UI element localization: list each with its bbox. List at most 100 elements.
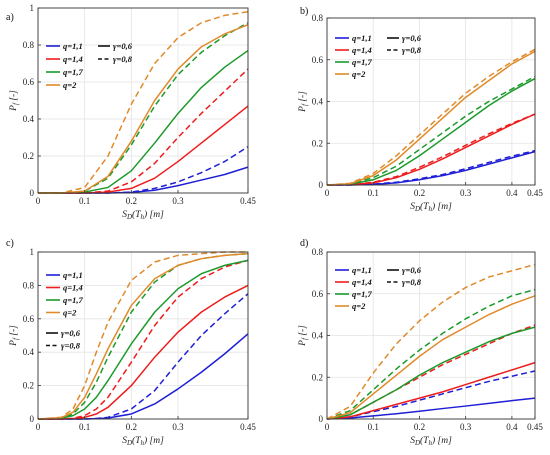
y-tick-label: 0.2 [23, 151, 34, 161]
x-tick-label: 0.4 [506, 422, 518, 432]
legend-label: q=1,4 [352, 45, 372, 55]
x-tick-label: 0 [36, 422, 41, 432]
series-line [326, 113, 536, 186]
series-line [326, 397, 536, 420]
series-line [326, 77, 536, 186]
series-line [38, 10, 249, 194]
y-tick-label: 0.4 [23, 347, 35, 357]
x-tick-label: 0.4 [506, 188, 518, 198]
panel-label: b) [300, 6, 308, 17]
series-line [38, 166, 249, 194]
chart-panel-b: b) 0 0.2 0.4 0.6 0.8 0 0.1 0.2 0.3 0.4 0.45 SD(Th) [… [298, 6, 543, 213]
legend-label: γ=0,6 [61, 328, 81, 338]
y-axis-label: Pf [-] [298, 91, 309, 113]
series-line [326, 295, 536, 420]
y-tick-label: 0 [30, 414, 35, 424]
x-tick-label: 0.3 [460, 422, 472, 432]
x-tick-label: 0.2 [126, 422, 137, 432]
legend-label: q=2 [352, 301, 366, 311]
legend-label: q=1,4 [352, 277, 372, 287]
y-tick-label: 0.8 [312, 247, 324, 257]
y-tick-label: 0.2 [23, 381, 34, 391]
x-axis-label: SD(Th) [m] [122, 435, 164, 447]
series-line [326, 370, 536, 420]
x-tick-label: 0 [325, 422, 330, 432]
legend-label: γ=0,6 [402, 33, 422, 43]
chart-panel-d: d) 0 0.2 0.4 0.6 0.8 0 0.1 0.2 0.3 0.4 0.45 SD(Th) [… [298, 238, 543, 447]
series-line [37, 252, 249, 420]
legend-label: γ=0,8 [61, 341, 81, 351]
x-tick-label: 0.2 [414, 188, 425, 198]
y-tick-label: 0.8 [23, 40, 35, 50]
legend-label: q=1,4 [63, 54, 83, 64]
y-axis-label: Pf [-] [9, 325, 20, 347]
y-tick-label: 0.6 [23, 77, 35, 87]
series-group [326, 263, 536, 420]
series-line [327, 149, 536, 186]
legend-label: q=1,1 [352, 33, 372, 43]
series-line [326, 361, 536, 420]
legend-label: q=2 [63, 80, 77, 90]
chart-panel-a: a) 0 0.2 0.4 0.6 0.8 1 0 0.1 0.2 0.3 0.45 SD(Th) [m]… [6, 3, 256, 221]
series-line [326, 75, 536, 186]
series-line [326, 326, 536, 420]
x-axis-label: SD(Th) [m] [122, 209, 164, 221]
series-line [326, 48, 536, 186]
y-tick-label: 0.8 [312, 13, 324, 23]
x-tick-label: 0.45 [240, 196, 256, 206]
series-line [326, 324, 536, 420]
series-line [38, 146, 249, 194]
panel-label: c) [6, 238, 14, 249]
legend: q=1,1 q=1,4 q=1,7 q=2 γ=0,6 γ=0,8 [335, 33, 422, 79]
legend-label: q=2 [63, 308, 77, 318]
x-tick-label: 0.45 [527, 422, 543, 432]
y-tick-label: 0.6 [312, 289, 324, 299]
legend-label: γ=0,8 [402, 277, 422, 287]
x-tick-label: 0.2 [414, 422, 425, 432]
legend: q=1,1 q=1,4 q=1,7 q=2 γ=0,6 γ=0,8 [46, 41, 133, 90]
x-tick-label: 0.2 [126, 196, 137, 206]
legend-label: q=1,7 [63, 295, 83, 305]
x-tick-label: 0.1 [79, 196, 90, 206]
series-line [326, 50, 536, 186]
legend-label: γ=0,8 [402, 45, 422, 55]
series-line [38, 22, 249, 194]
series-line [37, 259, 249, 420]
series-group [38, 10, 249, 194]
x-tick-label: 0.45 [240, 422, 256, 432]
legend: q=1,1 q=1,4 q=1,7 q=2 γ=0,6 γ=0,8 [46, 270, 83, 351]
legend-label: q=1,1 [63, 270, 83, 280]
axes-frame [37, 7, 249, 194]
legend-label: q=1,4 [63, 283, 83, 293]
legend-label: q=1,7 [352, 57, 372, 67]
panel-label: a) [6, 12, 14, 23]
y-tick-label: 1 [30, 247, 35, 257]
x-tick-label: 0.3 [460, 188, 472, 198]
series-line [37, 251, 248, 420]
series-line [326, 113, 536, 186]
y-tick-label: 0 [30, 188, 35, 198]
y-tick-label: 0 [319, 180, 324, 190]
legend: q=1,1 q=1,4 q=1,7 q=2 γ=0,6 γ=0,8 [335, 265, 422, 311]
x-tick-label: 0 [325, 188, 330, 198]
x-tick-label: 0 [36, 196, 41, 206]
series-line [38, 23, 249, 194]
series-line [326, 288, 536, 420]
y-tick-label: 0.2 [312, 372, 323, 382]
y-tick-label: 0.2 [312, 138, 323, 148]
series-line [326, 263, 536, 420]
legend-label: q=1,1 [352, 265, 372, 275]
axes-frame [37, 251, 249, 420]
x-tick-label: 0.1 [79, 422, 90, 432]
y-tick-label: 0.6 [312, 55, 324, 65]
legend-label: q=1,1 [63, 41, 83, 51]
x-tick-label: 0.1 [368, 188, 379, 198]
y-axis-label: Pf [-] [9, 90, 20, 112]
legend-label: q=1,7 [63, 67, 83, 77]
legend-label: q=1,7 [352, 289, 372, 299]
x-tick-label: 0.3 [172, 196, 184, 206]
legend-label: γ=0,6 [113, 41, 133, 51]
legend-label: γ=0,6 [402, 265, 422, 275]
x-tick-label: 0.1 [368, 422, 379, 432]
